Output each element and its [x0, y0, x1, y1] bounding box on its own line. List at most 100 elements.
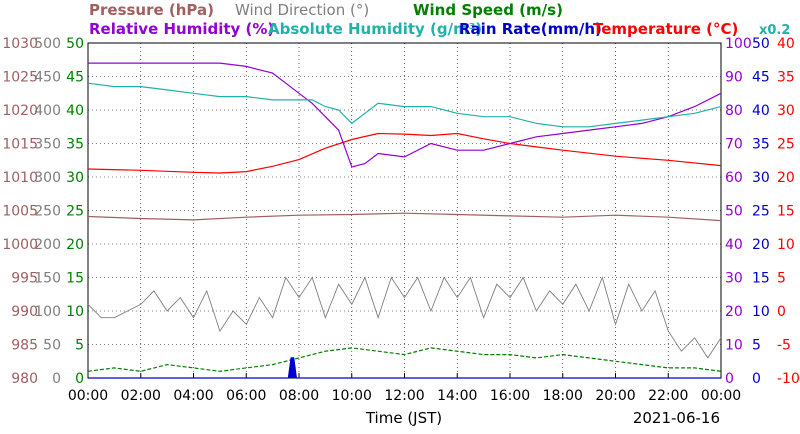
y-tick-wind-speed: 25	[66, 204, 84, 220]
y-tick-rain: 15	[752, 271, 770, 287]
y-tick-rain: 50	[752, 36, 770, 52]
x-tick-label: 16:00	[490, 388, 530, 404]
legend-relative-humidity: Relative Humidity (%)	[89, 20, 274, 38]
x-tick-label: 00:00	[701, 388, 741, 404]
y-tick-humidity: 40	[725, 237, 743, 253]
y-tick-rain: 20	[752, 237, 770, 253]
y-tick-temperature: 0	[777, 304, 786, 320]
y-tick-wind-direction: 300	[34, 170, 61, 186]
y-tick-wind-direction: 250	[34, 204, 61, 220]
x-tick-label: 02:00	[121, 388, 161, 404]
y-tick-temperature: 25	[777, 137, 795, 153]
y-tick-wind-direction: 200	[34, 237, 61, 253]
y-tick-wind-speed: 5	[75, 338, 84, 354]
series-relative-humidity	[88, 62, 722, 168]
y-tick-humidity: 60	[725, 170, 743, 186]
y-tick-pressure: 1030	[2, 36, 38, 52]
y-tick-wind-speed: 35	[66, 137, 84, 153]
x-tick-label: 04:00	[173, 388, 213, 404]
chart-date: 2021-06-16	[633, 409, 720, 427]
y-tick-humidity: 0	[725, 371, 734, 387]
legend-temperature: Temperature (°C)	[593, 20, 738, 38]
x-tick-label: 08:00	[279, 388, 319, 404]
grid	[88, 43, 721, 378]
y-tick-rain: 40	[752, 103, 770, 119]
y-tick-temperature: 40	[777, 36, 795, 52]
series-absolute-humidity-g-m	[87, 82, 722, 128]
legend-scale-note: x0.2	[759, 23, 790, 38]
x-tick-label: 10:00	[332, 388, 372, 404]
y-tick-humidity: 50	[725, 204, 743, 220]
y-tick-rain: 30	[752, 170, 770, 186]
series-temperature-c	[87, 132, 722, 174]
y-tick-wind-speed: 20	[66, 237, 84, 253]
y-tick-humidity: 100	[725, 36, 752, 52]
y-tick-pressure: 1005	[2, 204, 38, 220]
y-tick-humidity: 30	[725, 271, 743, 287]
y-tick-wind-speed: 30	[66, 170, 84, 186]
y-tick-temperature: 35	[777, 70, 795, 86]
y-tick-humidity: 20	[725, 304, 743, 320]
y-tick-temperature: 15	[777, 204, 795, 220]
x-axis: 00:00 02:00 04:00 06:00 08:00 10:00 12:00 14:00…	[68, 373, 741, 404]
y-tick-wind-direction: 400	[34, 103, 61, 119]
series-pressure-hpa	[87, 212, 722, 222]
y-tick-wind-direction: 450	[34, 70, 61, 86]
y-tick-temperature: -10	[777, 371, 800, 387]
y-tick-humidity: 90	[725, 70, 743, 86]
y-tick-pressure: 980	[11, 371, 38, 387]
x-tick-label: 14:00	[437, 388, 477, 404]
y-tick-pressure: 990	[11, 304, 38, 320]
y-tick-wind-speed: 15	[66, 271, 84, 287]
y-tick-pressure: 1020	[2, 103, 38, 119]
y-tick-wind-direction: 50	[43, 338, 61, 354]
legend-pressure: Pressure (hPa)	[89, 1, 214, 19]
y-tick-wind-speed: 40	[66, 103, 84, 119]
legend-absolute-humidity: Absolute Humidity (g/m³)	[268, 20, 482, 38]
y-tick-wind-speed: 0	[75, 371, 84, 387]
y-tick-wind-speed: 45	[66, 70, 84, 86]
x-axis-label: Time (JST)	[365, 409, 442, 427]
y-tick-rain: 35	[752, 137, 770, 153]
x-tick-label: 22:00	[648, 388, 688, 404]
y-tick-pressure: 1025	[2, 70, 38, 86]
y-tick-temperature: 20	[777, 170, 795, 186]
y-tick-wind-direction: 0	[52, 371, 61, 387]
y-tick-wind-direction: 150	[34, 271, 61, 287]
series-wind-speed-m-s	[87, 347, 722, 372]
y-tick-temperature: 10	[777, 237, 795, 253]
y-axes: 1030102510201015101010051000995990985980…	[2, 36, 800, 387]
y-tick-humidity: 80	[725, 103, 743, 119]
x-tick-label: 06:00	[226, 388, 266, 404]
series-group	[87, 62, 722, 379]
y-tick-rain: 0	[752, 371, 761, 387]
legend-wind-speed: Wind Speed (m/s)	[413, 1, 563, 19]
y-tick-pressure: 1015	[2, 137, 38, 153]
y-tick-wind-speed: 10	[66, 304, 84, 320]
series-wind-direction	[87, 276, 722, 359]
y-tick-rain: 45	[752, 70, 770, 86]
y-tick-humidity: 10	[725, 338, 743, 354]
y-tick-wind-direction: 500	[34, 36, 61, 52]
x-tick-label: 20:00	[595, 388, 635, 404]
legend-wind-direction: Wind Direction (°)	[235, 1, 369, 19]
y-tick-temperature: -5	[777, 338, 791, 354]
x-tick-label: 12:00	[384, 388, 424, 404]
legend-rain-rate: Rain Rate(mm/h)	[459, 20, 602, 38]
y-tick-wind-direction: 350	[34, 137, 61, 153]
y-tick-pressure: 985	[11, 338, 38, 354]
x-tick-label: 18:00	[543, 388, 583, 404]
y-tick-temperature: 30	[777, 103, 795, 119]
y-tick-pressure: 995	[11, 271, 38, 287]
y-tick-wind-speed: 50	[66, 36, 84, 52]
y-tick-pressure: 1000	[2, 237, 38, 253]
y-tick-temperature: 5	[777, 271, 786, 287]
y-tick-rain: 5	[752, 338, 761, 354]
x-tick-label: 00:00	[68, 388, 108, 404]
y-tick-humidity: 70	[725, 137, 743, 153]
y-tick-pressure: 1010	[2, 170, 38, 186]
series-rain-rate-mm-h	[88, 357, 721, 379]
y-tick-wind-direction: 100	[34, 304, 61, 320]
y-tick-rain: 10	[752, 304, 770, 320]
